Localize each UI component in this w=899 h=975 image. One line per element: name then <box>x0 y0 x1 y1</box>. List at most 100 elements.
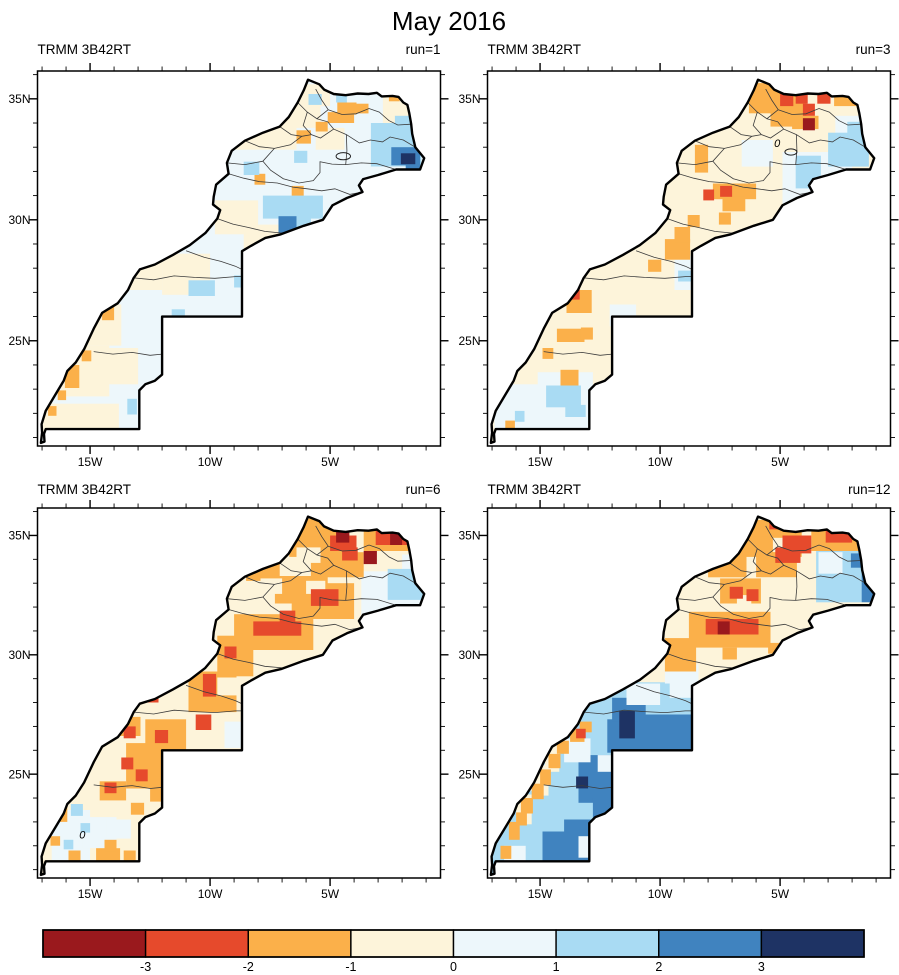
map-cell <box>795 155 821 189</box>
map-cell <box>80 823 91 833</box>
map-cell <box>576 776 589 789</box>
colorbar-labels: -3 -2 -1 0 1 2 3 <box>140 960 765 974</box>
map-cell <box>741 140 773 167</box>
map-cell <box>123 726 136 739</box>
admin-border-line <box>678 173 813 195</box>
map-cell <box>564 738 591 763</box>
map-cell <box>379 190 391 202</box>
y-axis-tick-label: 35N <box>458 529 480 543</box>
colorbar-frame <box>42 929 865 958</box>
admin-border-line <box>185 250 243 270</box>
admin-border-line <box>185 685 243 705</box>
map-cell <box>104 782 117 794</box>
x-axis-tick-label: 5W <box>321 887 340 901</box>
map-cell <box>746 589 759 602</box>
map-cell <box>301 518 323 537</box>
map-cell <box>188 280 215 296</box>
colorbar-swatch <box>247 929 352 958</box>
admin-border-line <box>747 88 779 120</box>
map-cell <box>648 259 662 272</box>
map-cell <box>64 365 80 388</box>
map-cell <box>130 802 145 815</box>
map-cell <box>217 677 242 696</box>
map-cell <box>48 406 57 416</box>
map-cell <box>106 819 131 839</box>
map-cell <box>703 189 715 201</box>
admin-border-line <box>297 525 329 556</box>
map-cell <box>756 83 770 99</box>
map-cell <box>336 91 347 103</box>
country-outline <box>39 515 426 877</box>
admin-border-line <box>93 351 163 356</box>
map-cell <box>718 212 731 225</box>
map-cell <box>337 102 357 115</box>
zero-contour-ellipse <box>335 152 351 161</box>
map-cell <box>834 92 863 107</box>
map-cell <box>154 730 169 744</box>
map-cell <box>795 92 808 104</box>
map-cell <box>253 621 302 636</box>
panel-map-run-12: 15W 10W 5W 35N 30N 25N <box>458 500 899 901</box>
map-cell <box>814 192 827 205</box>
panel-map-run-6: 0 15W 10W 5W 35N 30N 25N <box>8 500 449 901</box>
y-axis-tick-label: 25N <box>8 334 30 348</box>
map-cell <box>540 769 551 785</box>
admin-border-line <box>635 685 693 705</box>
map-cell <box>150 783 171 802</box>
axis-frame <box>486 507 892 879</box>
admin-border-line <box>676 148 725 166</box>
map-cell <box>140 848 152 859</box>
map-cell <box>638 714 692 753</box>
admin-border-line <box>583 709 692 715</box>
map-cell <box>619 710 635 739</box>
colorbar-tick-label: 1 <box>553 960 560 974</box>
map-cell <box>531 783 544 800</box>
map-cell <box>127 398 137 415</box>
admin-border-line <box>747 525 779 556</box>
panel3-dataset-label: TRMM 3B42RT <box>38 482 132 497</box>
admin-border-line <box>778 544 862 562</box>
colorbar-swatch <box>452 929 557 958</box>
y-axis-tick-label: 35N <box>8 92 30 106</box>
map-cell <box>195 714 212 730</box>
map-cell <box>546 385 581 408</box>
axis-ticks <box>479 63 899 454</box>
map-cell <box>717 621 730 635</box>
panel2-dataset-label: TRMM 3B42RT <box>488 42 582 57</box>
admin-border-line <box>226 584 275 601</box>
map-cell <box>542 348 554 359</box>
map-cell <box>123 850 136 863</box>
colorbar-tick-label: 2 <box>655 960 662 974</box>
panel-map-run-1: 15W 10W 5W 35N 30N 25N <box>8 63 449 469</box>
map-cell <box>50 836 61 846</box>
colorbar-tick-label: -2 <box>243 960 254 974</box>
y-axis-tick-label: 30N <box>458 648 480 662</box>
map-cell <box>736 595 752 606</box>
map-cell <box>278 216 297 234</box>
map-cell <box>818 552 843 574</box>
admin-border-line <box>262 160 397 184</box>
map-cell <box>669 681 694 698</box>
x-axis-tick-label: 5W <box>771 887 790 901</box>
map-cell <box>626 683 661 705</box>
axis-frame <box>36 507 442 879</box>
y-axis-tick-label: 25N <box>458 334 480 348</box>
admin-border-line <box>328 108 412 126</box>
admin-border-line <box>228 609 363 631</box>
map-cell <box>674 227 691 243</box>
axis-frame <box>486 70 892 447</box>
axis-frame <box>36 70 442 447</box>
admin-borders <box>93 88 416 356</box>
map-cell <box>104 839 117 852</box>
map-cell <box>56 801 68 822</box>
axis-ticks <box>479 500 899 886</box>
map-cell <box>135 769 148 782</box>
map-cell <box>254 173 266 185</box>
map-cell <box>390 533 403 545</box>
map-cell <box>224 721 256 748</box>
admin-border-line <box>712 596 847 619</box>
map-cell <box>505 420 515 431</box>
map-cell <box>576 728 586 739</box>
